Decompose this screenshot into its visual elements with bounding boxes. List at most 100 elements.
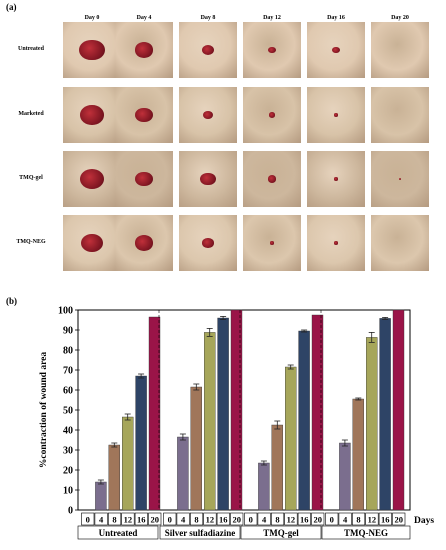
- day-box: [297, 512, 311, 526]
- day-box: [338, 512, 352, 526]
- x-tick-label: 12: [206, 515, 215, 525]
- wound-photo: [179, 151, 237, 207]
- wound-photo: [307, 87, 365, 143]
- day-box: [134, 512, 148, 526]
- wound-photo: [63, 215, 121, 271]
- x-axis-label: Days: [414, 516, 434, 526]
- wound-spot: [79, 168, 105, 190]
- treatment-row-label: Untreated: [18, 46, 44, 52]
- wound-spot: [202, 110, 214, 120]
- x-tick-label: 4: [262, 515, 267, 525]
- wound-photo: [115, 22, 173, 78]
- x-tick-label: 16: [381, 515, 390, 525]
- x-tick-label: 8: [356, 515, 360, 525]
- bar: [392, 309, 405, 511]
- bar: [271, 424, 283, 511]
- wound-photo: [371, 22, 429, 78]
- day-box: [216, 512, 230, 526]
- treatment-row-label: Marketed: [18, 111, 44, 117]
- bar: [203, 332, 216, 511]
- bar: [298, 330, 310, 511]
- wound-spot: [80, 233, 104, 253]
- y-tick-label: 30: [63, 446, 73, 457]
- wound-photo: [115, 215, 173, 271]
- wound-spot: [79, 39, 105, 61]
- day-box: [284, 512, 298, 526]
- group-label: TMQ-gel: [263, 528, 299, 538]
- wound-spot: [134, 235, 154, 251]
- x-tick-label: 0: [249, 515, 253, 525]
- treatment-row-label: TMQ-NEG: [16, 239, 46, 245]
- day-box: [190, 512, 204, 526]
- panel-a-letter: (a): [6, 2, 17, 12]
- x-tick-label: 20: [394, 515, 403, 525]
- wound-photo: [371, 151, 429, 207]
- wound-photo: [307, 22, 365, 78]
- wound-photo: [243, 215, 301, 271]
- wound-photo: [179, 215, 237, 271]
- y-tick-label: 20: [63, 466, 73, 477]
- day-header: Day 4: [136, 15, 152, 21]
- x-tick-label: 20: [232, 515, 241, 525]
- wound-photo: [307, 215, 365, 271]
- x-tick-label: 8: [112, 515, 116, 525]
- wound-photo: [243, 87, 301, 143]
- x-tick-label: 16: [137, 515, 146, 525]
- wound-spot: [267, 175, 277, 183]
- bar: [108, 444, 121, 511]
- x-tick-label: 8: [275, 515, 279, 525]
- day-header: Day 20: [391, 15, 409, 21]
- x-tick-label: 20: [150, 515, 159, 525]
- day-box: [325, 512, 339, 526]
- day-header: Day 8: [200, 15, 216, 21]
- bar: [379, 318, 391, 511]
- x-tick-label: 12: [124, 515, 133, 525]
- y-axis-label: %contraction of wound area: [39, 352, 49, 468]
- y-tick-label: 100: [58, 306, 73, 317]
- day-box: [108, 512, 122, 526]
- wound-photo: [63, 151, 121, 207]
- wound-photo: [179, 22, 237, 78]
- bar: [95, 481, 107, 511]
- x-tick-label: 0: [86, 515, 90, 525]
- bar: [217, 317, 229, 511]
- treatment-row-label: TMQ-gel: [19, 175, 43, 181]
- wound-photo: [371, 87, 429, 143]
- wound-spot: [333, 241, 339, 245]
- day-box: [176, 512, 190, 526]
- x-tick-label: 4: [343, 515, 348, 525]
- wound-photo: [179, 87, 237, 143]
- wound-photo: [243, 151, 301, 207]
- group-box: [240, 525, 322, 540]
- day-box: [392, 512, 406, 526]
- x-tick-label: 0: [330, 515, 334, 525]
- bar: [177, 436, 189, 511]
- y-tick-label: 0: [68, 506, 73, 517]
- x-tick-label: 16: [219, 515, 228, 525]
- wound-photo: [115, 151, 173, 207]
- bar: [148, 316, 161, 511]
- bar: [285, 366, 297, 511]
- day-box: [351, 512, 366, 526]
- group-box: [321, 525, 411, 540]
- wound-photo: [371, 215, 429, 271]
- wound-photo: [307, 151, 365, 207]
- bar: [190, 386, 203, 511]
- wound-spot: [268, 112, 276, 118]
- day-box: [311, 512, 325, 526]
- wound-spot: [331, 46, 341, 54]
- wound-spot: [200, 172, 216, 186]
- wound-spot: [135, 107, 153, 123]
- wound-spot: [269, 240, 275, 245]
- day-box: [270, 512, 285, 526]
- y-tick-label: 50: [63, 406, 73, 417]
- x-tick-label: 20: [313, 515, 322, 525]
- day-header: Day 12: [263, 15, 281, 21]
- day-box: [244, 512, 258, 526]
- wound-spot: [80, 105, 104, 125]
- wound-photo: [63, 87, 121, 143]
- day-box: [148, 512, 162, 526]
- bar: [352, 398, 364, 511]
- wound-photo: [243, 22, 301, 78]
- y-tick-label: 70: [63, 366, 73, 377]
